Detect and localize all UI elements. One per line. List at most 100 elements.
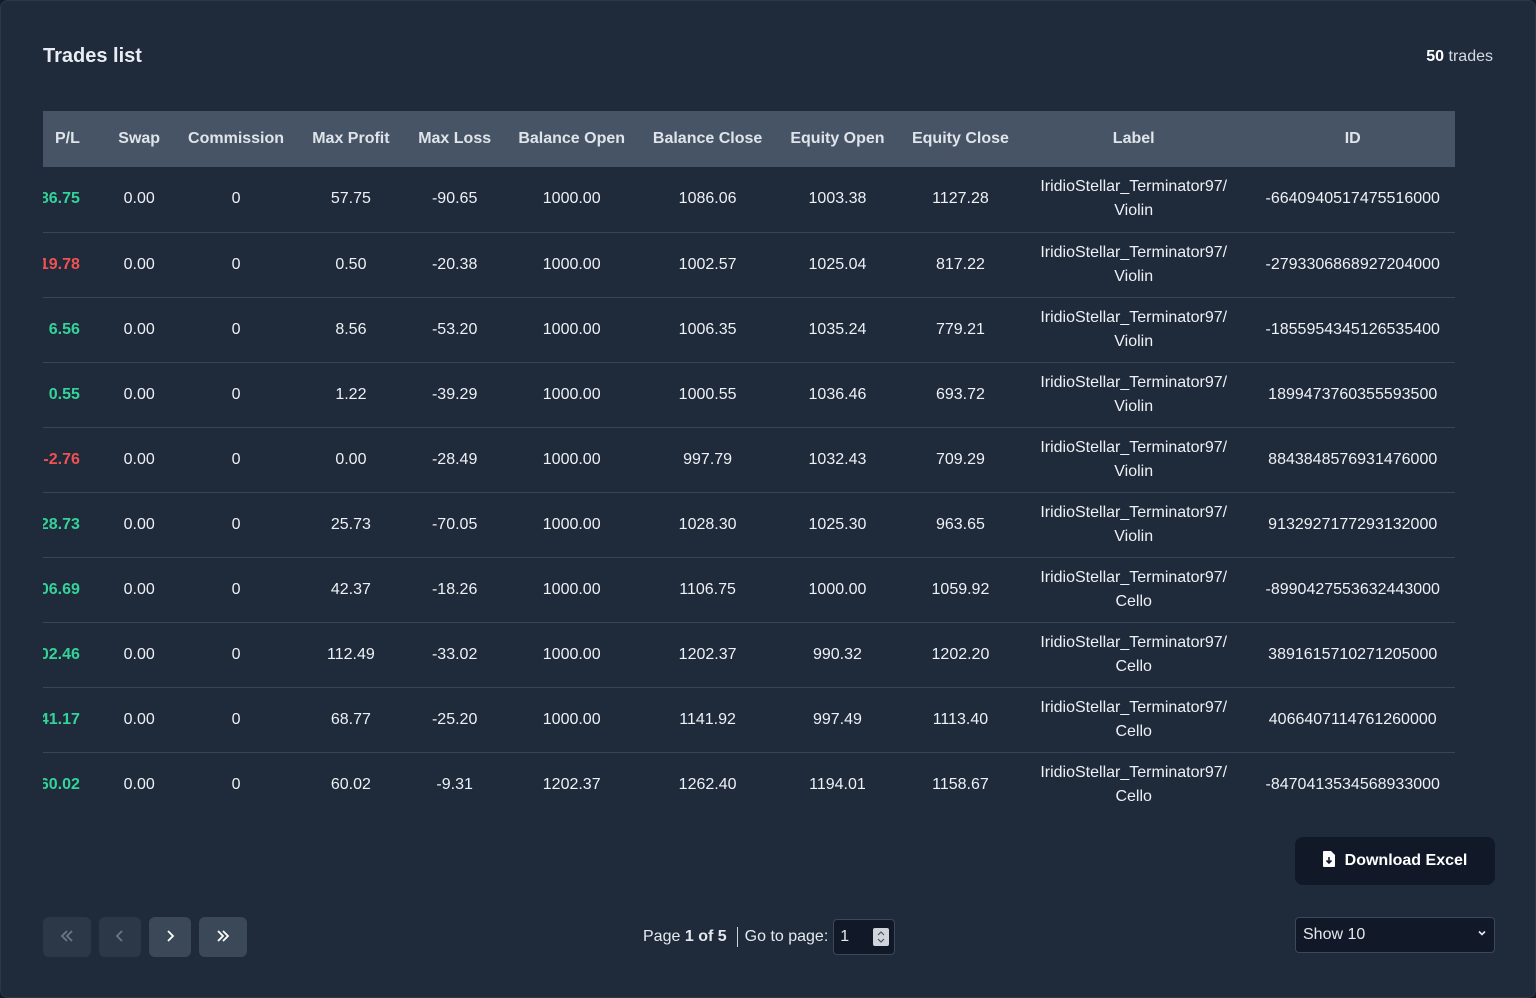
cell-max-profit: 68.77: [291, 687, 411, 753]
cell-swap: 0.00: [97, 297, 181, 363]
cell-balance-open: 1000.00: [499, 622, 645, 688]
trades-count-value: 50: [1426, 48, 1445, 65]
page-total: 5: [717, 928, 727, 945]
cell-swap: 0.00: [97, 622, 181, 688]
cell-max-loss: -39.29: [410, 362, 500, 428]
trades-table-scroll[interactable]: P/L Swap Commission Max Profit Max Loss …: [43, 111, 1495, 817]
cell-max-profit: 112.49: [291, 622, 411, 688]
cell-label: IridioStellar_Terminator97/Violin: [1016, 167, 1251, 233]
table-row[interactable]: 6.56 0.00 0 8.56 -53.20 1000.00 1006.35 1035.24…: [43, 297, 1455, 363]
prev-page-button[interactable]: [99, 917, 141, 957]
cell-balance-open: 1202.37: [499, 752, 645, 817]
table-row[interactable]: 202.460.000112.49-33.021000.001202.37990…: [43, 622, 1455, 688]
cell-label-line-1: IridioStellar_Terminator97/: [1040, 308, 1228, 326]
trades-count-suffix: trades: [1448, 48, 1493, 65]
cell-id: 8843848576931476000: [1250, 427, 1455, 493]
cell-max-profit: 60.02: [291, 752, 411, 817]
trades-count: 50 trades: [1426, 48, 1493, 66]
cell-equity-close: 693.72: [903, 362, 1017, 428]
goto-page-value: 1: [840, 928, 850, 945]
table-row[interactable]: -2.76 0.00 0 0.00 -28.49 1000.00 997.79 1032.43…: [43, 427, 1455, 493]
column-header-swap[interactable]: Swap: [97, 111, 181, 167]
chevron-left-icon: [112, 928, 128, 947]
cell-label-line-2: Cello: [1115, 592, 1152, 610]
number-spinner-icon[interactable]: [873, 928, 890, 946]
cell-commission: 0: [180, 427, 292, 493]
last-page-button[interactable]: [199, 917, 247, 957]
column-header-label[interactable]: Label: [1016, 111, 1251, 167]
table-row[interactable]: 60.02 0.00 0 60.02 -9.31 1202.37 1262.40 1194.0…: [43, 752, 1455, 817]
file-download-icon: [1322, 850, 1335, 872]
cell-max-profit: 1.22: [291, 362, 411, 428]
cell-label-line-1: IridioStellar_Terminator97/: [1040, 438, 1228, 456]
page-title: Trades list: [43, 45, 142, 67]
column-header-max-loss[interactable]: Max Loss: [410, 111, 500, 167]
cell-id: -8470413534568933000: [1250, 752, 1455, 817]
cell-balance-close: 1262.40: [644, 752, 771, 817]
table-row[interactable]: 141.170.00068.77-25.201000.001141.92997.…: [43, 687, 1455, 753]
cell-equity-close: 1059.92: [903, 557, 1017, 623]
cell-label-line-2: Violin: [1114, 462, 1154, 480]
goto-page-label: Go to page:: [744, 928, 829, 945]
cell-label: IridioStellar_Terminator97/Cello: [1016, 622, 1251, 688]
cell-max-loss: -28.49: [410, 427, 500, 493]
cell-equity-close: 1127.28: [903, 167, 1017, 233]
page-size-select[interactable]: Show 10: [1295, 917, 1495, 953]
first-page-button[interactable]: [43, 917, 91, 957]
column-header-commission[interactable]: Commission: [180, 111, 292, 167]
cell-equity-close: 963.65: [903, 492, 1017, 558]
table-row[interactable]: -19.780.0000.50-20.381000.001002.571025.…: [43, 232, 1455, 298]
next-page-button[interactable]: [149, 917, 191, 957]
cell-swap: 0.00: [97, 492, 181, 558]
cell-swap: 0.00: [97, 427, 181, 493]
cell-balance-close: 997.79: [644, 427, 771, 493]
cell-label-line-2: Violin: [1114, 527, 1154, 545]
download-excel-button[interactable]: Download Excel: [1295, 837, 1495, 885]
cell-equity-open: 997.49: [771, 687, 904, 753]
column-header-id[interactable]: ID: [1250, 111, 1455, 167]
cell-swap: 0.00: [97, 362, 181, 428]
column-header-pl[interactable]: P/L: [43, 111, 98, 167]
column-header-max-profit[interactable]: Max Profit: [291, 111, 411, 167]
cell-swap: 0.00: [97, 557, 181, 623]
cell-equity-open: 1032.43: [771, 427, 904, 493]
cell-max-profit: 8.56: [291, 297, 411, 363]
cell-equity-open: 1025.04: [771, 232, 904, 298]
page-prefix: Page: [643, 928, 681, 945]
cell-commission: 0: [180, 167, 292, 233]
cell-pl: 6.56: [43, 297, 98, 363]
cell-id: 4066407114761260000: [1250, 687, 1455, 753]
cell-label-line-2: Violin: [1114, 267, 1154, 285]
table-row[interactable]: 106.690.00042.37-18.261000.001106.751000…: [43, 557, 1455, 623]
cell-pl: -19.78: [43, 232, 98, 298]
cell-label-line-1: IridioStellar_Terminator97/: [1040, 243, 1228, 261]
cell-swap: 0.00: [97, 752, 181, 817]
cell-id: 3891615710271205000: [1250, 622, 1455, 688]
column-header-balance-open[interactable]: Balance Open: [499, 111, 645, 167]
double-chevron-left-icon: [59, 928, 75, 947]
cell-equity-open: 990.32: [771, 622, 904, 688]
cell-pl: 60.02: [43, 752, 98, 817]
cell-equity-close: 779.21: [903, 297, 1017, 363]
table-row[interactable]: 0.55 0.00 0 1.22 -39.29 1000.00 1000.55 1036.46…: [43, 362, 1455, 428]
cell-max-profit: 25.73: [291, 492, 411, 558]
table-row[interactable]: 28.73 0.00 0 25.73 -70.05 1000.00 1028.30 1025.…: [43, 492, 1455, 558]
cell-balance-close: 1006.35: [644, 297, 771, 363]
column-header-equity-open[interactable]: Equity Open: [771, 111, 904, 167]
cell-label: IridioStellar_Terminator97/Violin: [1016, 297, 1251, 363]
cell-pl: 0.55: [43, 362, 98, 428]
page-current: 1: [684, 928, 694, 945]
goto-page-input[interactable]: 1: [833, 919, 896, 955]
column-header-balance-close[interactable]: Balance Close: [644, 111, 771, 167]
page-indicator: Page 1 of 5 Go to page: 1: [643, 917, 896, 957]
cell-max-loss: -70.05: [410, 492, 500, 558]
table-row[interactable]: 86.75 0.00 0 57.75 -90.65 1000.00 1086.06 1003.…: [43, 167, 1455, 233]
column-header-equity-close[interactable]: Equity Close: [903, 111, 1017, 167]
cell-balance-open: 1000.00: [499, 492, 645, 558]
page-of: of: [698, 928, 714, 945]
cell-label: IridioStellar_Terminator97/Cello: [1016, 687, 1251, 753]
cell-balance-close: 1202.37: [644, 622, 771, 688]
cell-pl: 141.17: [43, 687, 98, 753]
cell-balance-open: 1000.00: [499, 167, 645, 233]
